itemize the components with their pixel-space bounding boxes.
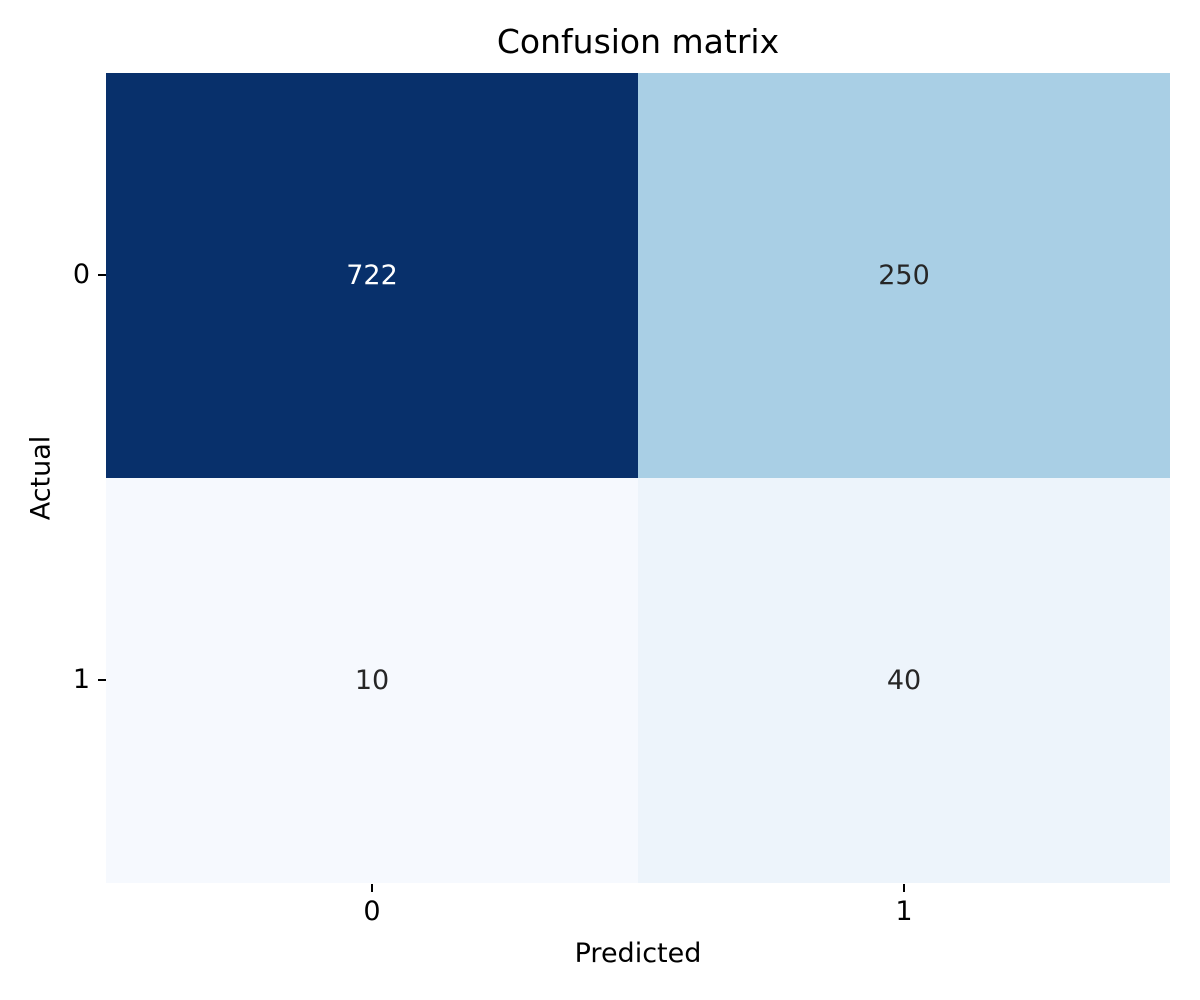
y-axis-tick-mark-1: [98, 679, 106, 681]
x-axis-tick-mark-0: [371, 884, 373, 892]
cell-actual0-predicted0: 722: [106, 73, 638, 478]
x-axis-tick-label-1: 1: [895, 896, 913, 927]
x-axis-label: Predicted: [574, 938, 702, 969]
chart-title: Confusion matrix: [496, 22, 780, 61]
y-axis-tick-mark-0: [98, 274, 106, 276]
cell-actual0-predicted1: 250: [638, 73, 1170, 478]
x-axis-tick-label-0: 0: [363, 896, 381, 927]
heatmap-grid: 722 250 10 40: [106, 73, 1170, 883]
y-axis-label: Actual: [25, 435, 57, 521]
cell-actual1-predicted0: 10: [106, 478, 638, 883]
x-axis-tick-mark-1: [903, 884, 905, 892]
y-axis-tick-label-1: 1: [72, 664, 90, 695]
y-axis-tick-label-0: 0: [72, 259, 90, 290]
cell-actual1-predicted1: 40: [638, 478, 1170, 883]
